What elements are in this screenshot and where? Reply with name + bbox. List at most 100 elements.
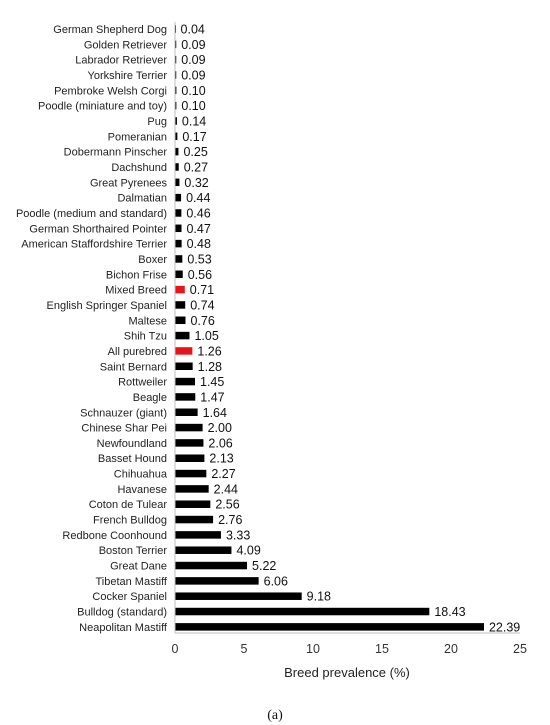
value-label: 2.76 [218, 513, 242, 527]
value-label: 2.00 [208, 421, 232, 435]
category-label: German Shorthaired Pointer [29, 223, 167, 235]
category-label: Basset Hound [98, 453, 167, 465]
bar-golden-retriever [175, 40, 177, 49]
category-label: Maltese [128, 315, 167, 327]
category-label: Shih Tzu [124, 331, 167, 343]
bar-saint-bernard [175, 362, 193, 371]
value-label: 0.32 [184, 176, 208, 190]
bar-great-dane [175, 561, 248, 570]
value-labels-group: 0.040.090.090.090.100.100.140.170.250.27… [181, 23, 521, 635]
category-label: Dobermann Pinscher [64, 147, 168, 159]
category-label: Dalmatian [117, 193, 167, 205]
bar-french-bulldog [175, 515, 214, 524]
category-label: Labrador Retriever [75, 55, 167, 67]
value-label: 0.10 [181, 84, 205, 98]
value-label: 2.44 [214, 482, 238, 496]
category-label: Redbone Coonhound [62, 530, 167, 542]
bar-neapolitan-mastiff [175, 623, 484, 631]
value-label: 0.56 [188, 268, 212, 282]
x-tick-label: 0 [172, 642, 179, 656]
value-label: 0.25 [183, 145, 207, 159]
category-label: Coton de Tulear [89, 499, 168, 511]
category-label: Poodle (miniature and toy) [38, 101, 167, 113]
category-label: Havanese [117, 484, 167, 496]
x-tick-label: 20 [444, 642, 458, 656]
value-label: 0.53 [187, 252, 211, 266]
category-label: French Bulldog [93, 515, 167, 527]
value-label: 0.48 [187, 237, 211, 251]
category-label: Chinese Shar Pei [81, 423, 167, 435]
bar-pug [175, 117, 177, 125]
bars-group [175, 25, 484, 631]
category-label: Schnauzer (giant) [80, 407, 167, 419]
bar-pembroke-welsh-corgi [175, 86, 177, 95]
value-label: 1.47 [200, 390, 224, 404]
bar-bichon-frise [175, 270, 183, 279]
value-label: 6.06 [264, 574, 288, 588]
value-label: 0.04 [181, 23, 205, 37]
category-labels-group: German Shepherd Dog Golden Retriever Labra… [16, 24, 168, 634]
x-axis-title: Breed prevalence (%) [284, 665, 410, 680]
bar-chihuahua [175, 469, 207, 478]
category-label: American Staffordshire Terrier [21, 239, 167, 251]
x-tick-labels-group: 0 5 10 15 20 25 [172, 642, 527, 656]
bar-cocker-spaniel [175, 592, 302, 600]
value-label: 0.44 [186, 191, 210, 205]
bar-dachshund [175, 163, 179, 171]
bar-dobermann-pinscher [175, 147, 179, 156]
value-label: 0.76 [190, 314, 214, 328]
bar-schnauzer-giant [175, 408, 198, 416]
bar-all-purebred [175, 347, 193, 355]
category-label: Tibetan Mastiff [95, 576, 167, 588]
bar-havanese [175, 485, 209, 493]
value-label: 0.09 [181, 53, 205, 67]
category-label: Pug [147, 116, 167, 128]
bar-great-pyrenees [175, 178, 180, 187]
category-label: Poodle (medium and standard) [16, 208, 167, 220]
category-label: All purebred [108, 346, 167, 358]
value-label: 2.56 [215, 498, 239, 512]
bar-coton-de-tulear [175, 500, 211, 508]
category-label: Great Pyrenees [90, 177, 168, 189]
bar-maltese [175, 316, 186, 325]
category-label: Newfoundland [97, 438, 167, 450]
category-label: Bulldog (standard) [77, 607, 167, 619]
category-label: Bichon Frise [106, 269, 167, 281]
bar-tibetan-mastiff [175, 577, 259, 585]
bar-boston-terrier [175, 546, 232, 554]
bar-beagle [175, 393, 196, 401]
value-label: 18.43 [434, 605, 465, 619]
value-label: 1.45 [200, 375, 224, 389]
bar-labrador-retriever [175, 55, 177, 64]
value-label: 1.64 [203, 406, 227, 420]
bar-american-staffordshire-terrier [175, 239, 182, 248]
bar-poodle-miniature-and-toy [175, 101, 177, 110]
category-label: Great Dane [110, 561, 167, 573]
x-tick-label: 15 [375, 642, 389, 656]
value-label: 9.18 [307, 590, 331, 604]
value-label: 0.09 [181, 68, 205, 82]
category-label: Yorkshire Terrier [88, 70, 168, 82]
value-label: 0.74 [190, 298, 214, 312]
x-tick-label: 10 [306, 642, 320, 656]
value-label: 0.14 [182, 114, 206, 128]
value-label: 5.22 [252, 559, 276, 573]
bar-mixed-breed [175, 285, 185, 294]
category-label: Boston Terrier [99, 545, 168, 557]
bar-redbone-coonhound [175, 531, 221, 539]
category-label: Pomeranian [108, 131, 167, 143]
category-label: Saint Bernard [100, 361, 167, 373]
x-tick-label: 5 [241, 642, 248, 656]
category-label: Neapolitan Mastiff [79, 622, 168, 634]
value-label: 2.13 [209, 452, 233, 466]
bar-yorkshire-terrier [175, 71, 177, 79]
value-label: 0.09 [181, 38, 205, 52]
value-label: 2.27 [211, 467, 235, 481]
value-label: 0.27 [184, 160, 208, 174]
value-label: 0.71 [190, 283, 214, 297]
category-label: Mixed Breed [105, 285, 167, 297]
figure-caption: (a) [267, 708, 283, 723]
bar-basset-hound [175, 454, 205, 462]
